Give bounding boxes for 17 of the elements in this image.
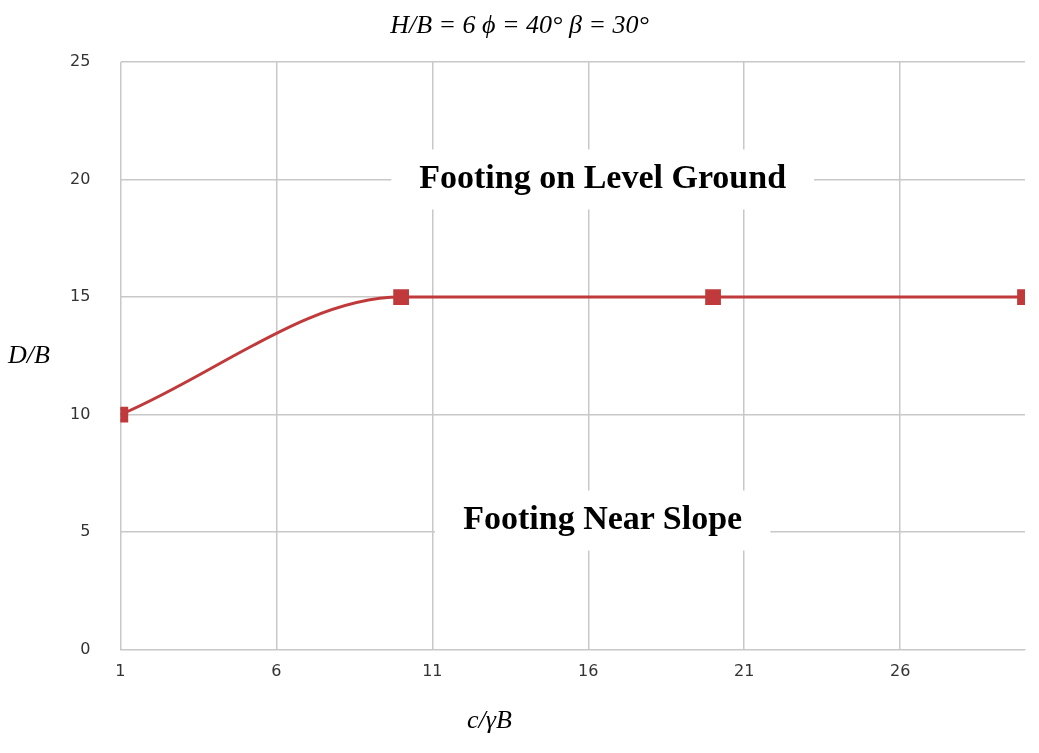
annotation: Footing on Level Ground	[419, 158, 787, 196]
y-tick-label: 5	[80, 521, 91, 541]
y-axis-title: D/B	[8, 340, 50, 370]
x-tick-label: 6	[271, 660, 282, 680]
y-tick-label: 20	[70, 168, 91, 188]
x-axis-title: c/γB	[466, 705, 513, 735]
x-tick-label: 1	[115, 660, 126, 680]
x-tick-label: 21	[734, 660, 755, 680]
x-tick-label: 11	[422, 660, 443, 680]
x-tick-label: 26	[890, 660, 911, 680]
y-tick-label: 15	[70, 286, 91, 306]
y-tick-label: 10	[70, 403, 91, 423]
annotation: Footing Near Slope	[463, 499, 743, 537]
chart-title: H/B = 6 ϕ = 40° β = 30°	[389, 10, 650, 40]
y-tick-label: 0	[80, 638, 91, 658]
y-tick-label: 25	[70, 51, 91, 71]
x-tick-label: 16	[578, 660, 599, 680]
